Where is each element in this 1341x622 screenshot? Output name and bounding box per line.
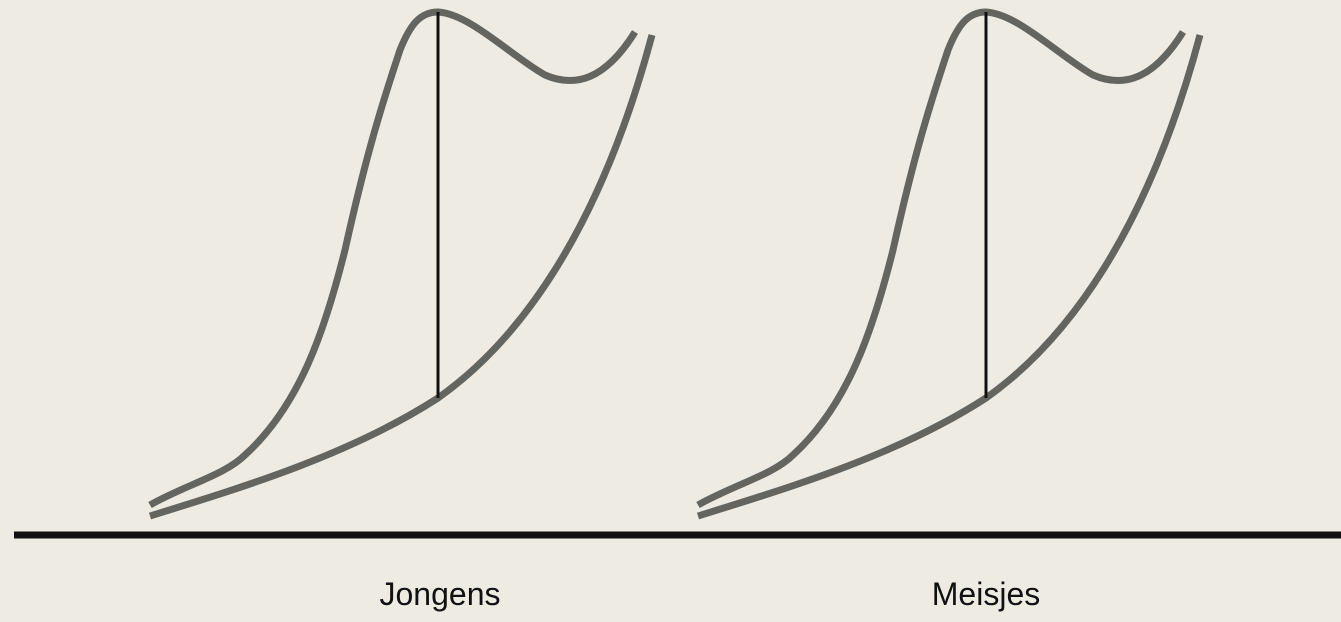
girls-upper-curve xyxy=(696,8,1186,509)
panel-boys xyxy=(148,8,656,520)
panel-girls xyxy=(696,8,1204,520)
panel-label-girls: Meisjes xyxy=(931,576,1041,612)
boys-lower-curve xyxy=(148,34,656,520)
panel-label-boys: Jongens xyxy=(379,576,501,612)
girls-lower-curve xyxy=(696,34,1204,520)
boys-upper-curve xyxy=(148,8,638,509)
